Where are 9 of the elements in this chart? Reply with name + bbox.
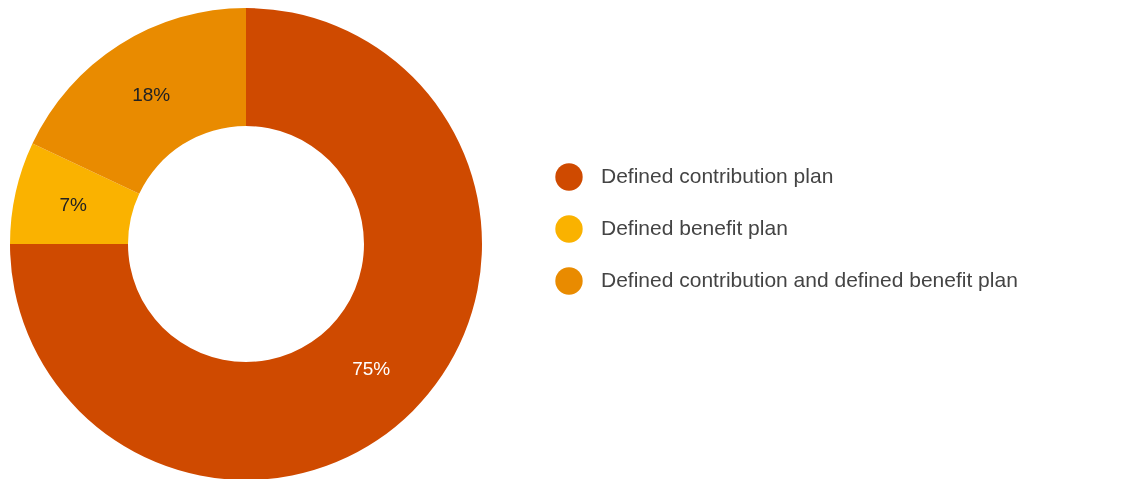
donut-slice <box>10 8 482 479</box>
data-label: 7% <box>59 194 88 216</box>
legend-label: Defined benefit plan <box>601 216 788 239</box>
legend-label: Defined contribution and defined benefit plan <box>601 268 1018 291</box>
data-label: 75% <box>352 358 391 380</box>
donut-slice <box>32 8 246 194</box>
data-label: 18% <box>132 83 171 105</box>
donut-slice <box>10 143 140 244</box>
legend-label: Defined contribution plan <box>601 164 834 187</box>
